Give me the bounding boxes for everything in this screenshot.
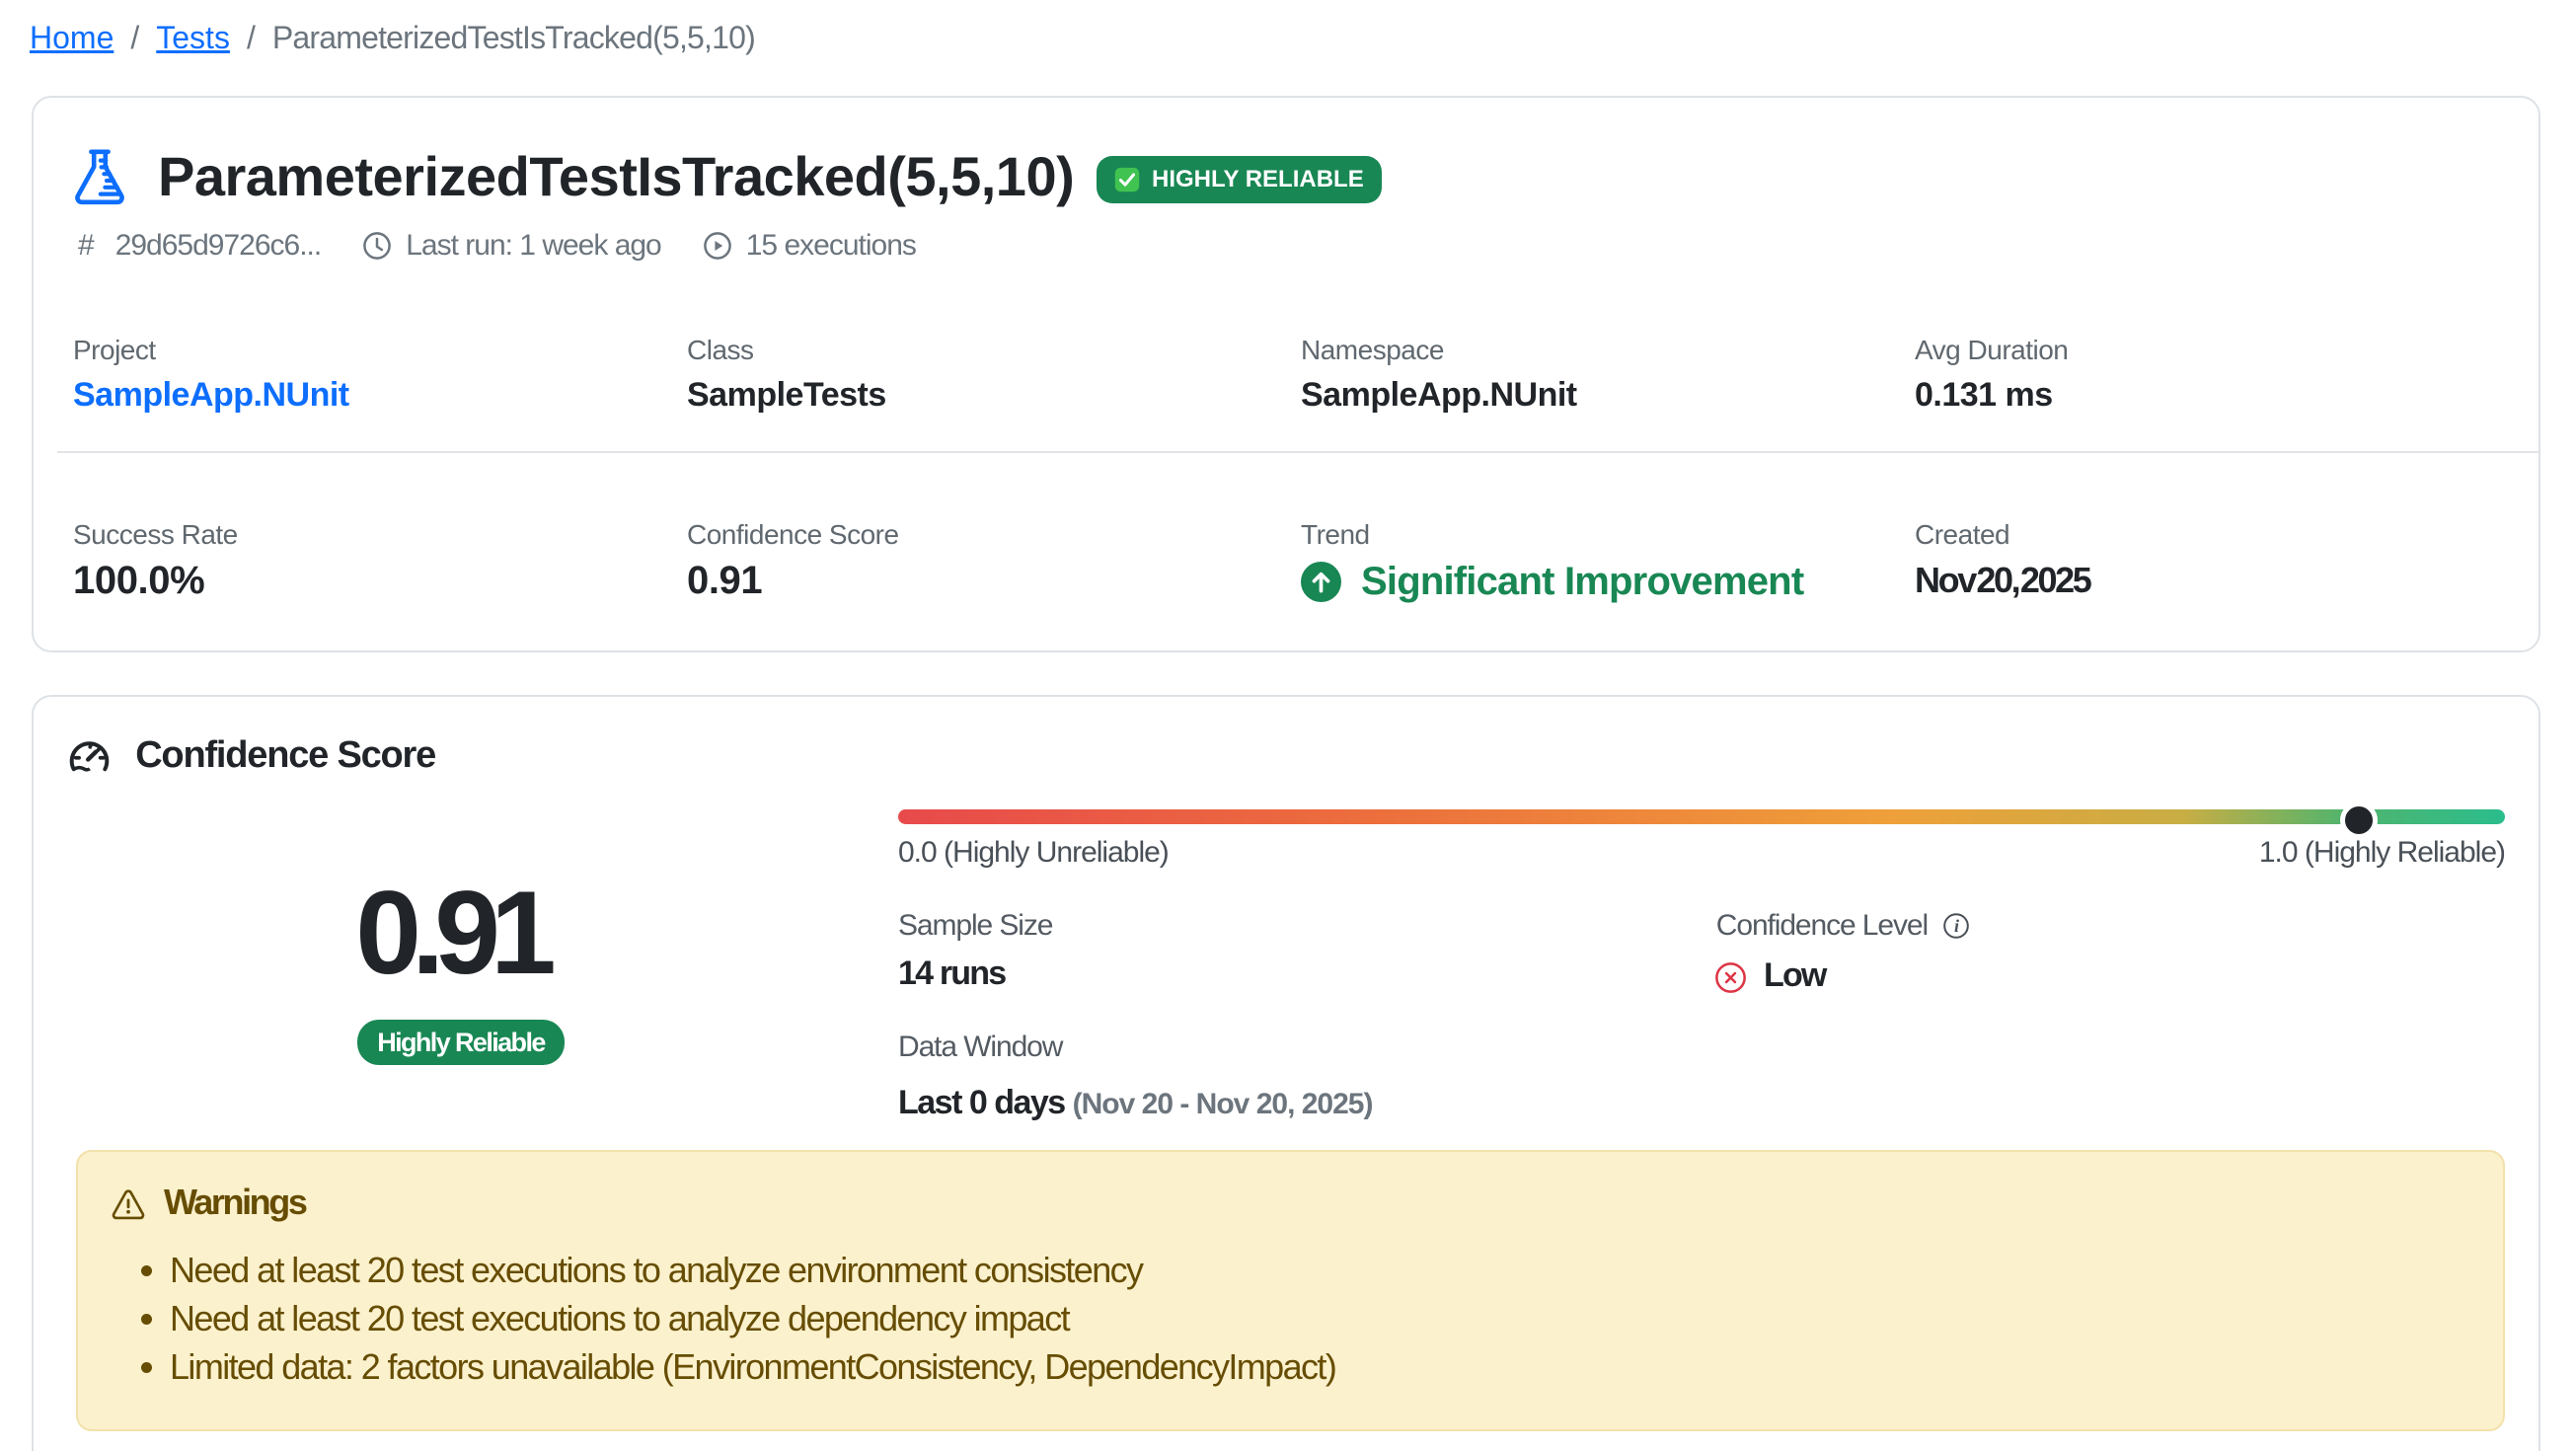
- svg-text:i: i: [1954, 916, 1959, 936]
